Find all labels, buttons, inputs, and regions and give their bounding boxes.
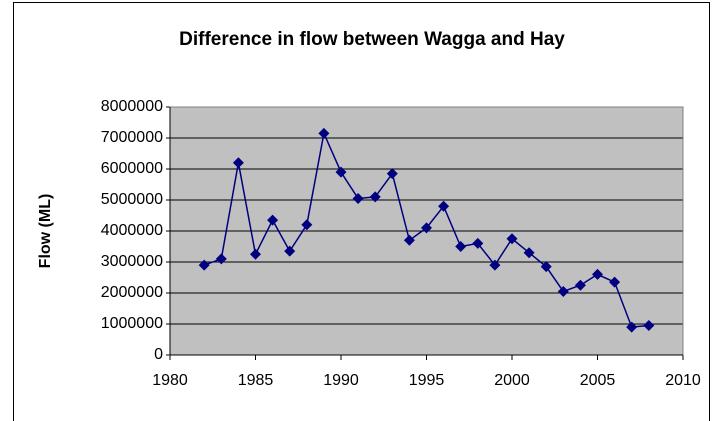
data-point	[609, 276, 621, 288]
y-tick-label: 1000000	[101, 315, 163, 332]
data-point	[250, 248, 261, 260]
y-tick-label: 5000000	[101, 191, 163, 208]
data-point	[592, 268, 603, 280]
data-point	[267, 214, 279, 226]
data-point	[318, 127, 330, 139]
data-point	[574, 279, 586, 291]
data-point	[523, 247, 535, 259]
data-point	[352, 192, 364, 204]
x-tick-label: 2010	[665, 372, 701, 389]
data-point	[215, 253, 227, 265]
y-tick-label: 3000000	[101, 253, 163, 270]
x-tick-label: 1990	[323, 372, 359, 389]
y-tick-label: 0	[154, 346, 163, 363]
data-point	[284, 245, 296, 257]
data-point	[386, 168, 398, 180]
data-point	[403, 234, 415, 246]
data-point	[455, 241, 467, 252]
data-point	[369, 191, 381, 203]
data-point	[198, 259, 210, 271]
data-point	[643, 320, 655, 332]
y-tick-label: 8000000	[101, 98, 163, 115]
x-tick-label: 1985	[238, 372, 274, 389]
data-point	[335, 166, 347, 178]
x-tick-label: 2005	[580, 372, 616, 389]
data-point	[472, 237, 484, 249]
data-point	[438, 200, 450, 212]
x-tick-label: 1980	[152, 372, 188, 389]
data-point	[301, 219, 313, 231]
data-point	[506, 233, 518, 245]
data-point	[626, 321, 638, 333]
chart-title: Difference in flow between Wagga and Hay	[179, 29, 565, 50]
y-tick-label: 7000000	[101, 129, 163, 146]
x-tick-label: 2000	[494, 372, 530, 389]
data-point	[540, 261, 552, 273]
y-axis-title: Flow (ML)	[37, 194, 54, 269]
y-tick-label: 2000000	[101, 284, 163, 301]
data-point	[489, 259, 501, 271]
x-tick-label: 1995	[409, 372, 445, 389]
data-point	[232, 157, 244, 169]
data-point	[557, 285, 569, 297]
y-tick-label: 4000000	[101, 222, 163, 239]
y-tick-label: 6000000	[101, 160, 163, 177]
data-point	[421, 222, 432, 234]
